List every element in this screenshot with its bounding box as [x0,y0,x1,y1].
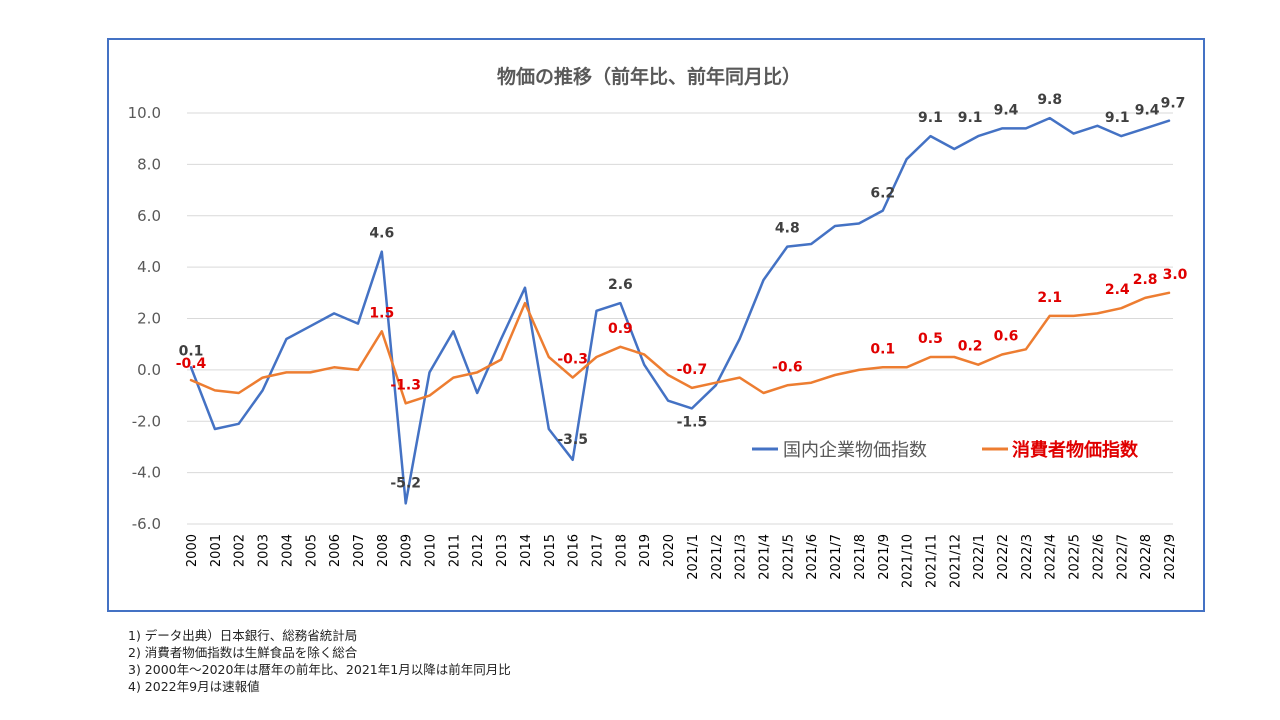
data-label: 9.1 [1105,110,1130,126]
data-label: -5.2 [390,475,421,491]
footnote-4: 4) 2022年9月は速報値 [128,679,260,694]
x-tick-label: 2007 [352,534,367,567]
data-label: -0.6 [772,359,803,375]
data-label: 0.1 [179,343,204,359]
data-label: 2.4 [1105,282,1130,298]
x-tick-label: 2018 [614,534,629,567]
x-tick-label: 2020 [662,534,677,567]
data-label: 1.5 [369,305,394,321]
data-label: -3.5 [557,432,588,448]
data-label: 9.1 [918,110,943,126]
data-label: 0.5 [918,331,943,347]
x-tick-label: 2021/1 [686,534,701,580]
data-label: 9.8 [1037,92,1062,108]
x-tick-label: 2021/9 [877,534,892,580]
y-tick-label: 8.0 [137,155,161,173]
x-tick-label: 2021/5 [781,534,796,580]
chart-title: 物価の推移（前年比、前年同月比） [497,65,801,88]
y-tick-label: -6.0 [132,515,161,533]
y-tick-label: 10.0 [128,104,161,122]
data-label: 0.2 [958,339,983,355]
y-tick-label: -2.0 [132,412,161,430]
x-tick-label: 2008 [376,534,391,567]
data-label: -1.5 [677,414,708,430]
x-tick-label: 2001 [209,534,224,567]
data-label: 0.1 [870,341,895,357]
x-tick-label: 2017 [591,534,606,567]
x-tick-label: 2006 [328,534,343,567]
x-tick-label: 2022/2 [996,534,1011,580]
y-tick-label: 2.0 [137,310,161,328]
x-tick-label: 2004 [280,534,295,567]
x-tick-label: 2013 [495,534,510,567]
footnote-1: 1) データ出典）日本銀行、総務省統計局 [128,628,358,643]
series-lines [189,116,1171,505]
x-tick-label: 2021/6 [805,534,820,580]
data-label: 0.6 [994,328,1019,344]
x-tick-label: 2022/5 [1068,534,1083,580]
x-tick-label: 2022/1 [972,534,987,580]
data-label: 4.8 [775,221,800,237]
x-tick-label: 2012 [471,534,486,567]
footnote-2: 2) 消費者物価指数は生鮮食品を除く総合 [128,645,358,660]
data-label: 6.2 [870,186,895,202]
x-tick-label: 2021/4 [757,534,772,580]
chart-svg: 物価の推移（前年比、前年同月比） 10.0 8.0 6.0 4.0 2.0 0.0 -2.0… [128,65,1188,588]
x-tick-label: 2014 [519,534,534,567]
x-tick-label: 2021/3 [734,534,749,580]
data-label: 2.1 [1037,290,1062,306]
data-label: 9.4 [1135,102,1160,118]
x-tick-label: 2000 [185,534,200,567]
y-tick-label: 4.0 [137,258,161,276]
data-label: 9.1 [958,110,983,126]
x-tick-label: 2015 [543,534,558,567]
x-tick-label: 2010 [424,534,439,567]
x-tick-label: 2022/6 [1091,534,1106,580]
data-label: -0.4 [176,356,207,372]
data-label: 9.4 [994,102,1019,118]
x-tick-label: 2022/9 [1163,534,1178,580]
x-tick-label: 2005 [304,534,319,567]
data-label: -0.7 [677,362,708,378]
grid-lines [187,112,1173,525]
data-label: -1.3 [390,377,421,393]
y-tick-label: -4.0 [132,464,161,482]
x-tick-label: 2022/7 [1115,534,1130,580]
x-tick-label: 2016 [567,534,582,567]
x-tick-label: 2021/10 [901,534,916,588]
data-label: 2.8 [1133,272,1158,288]
x-tick-label: 2009 [400,534,415,567]
x-tick-label: 2022/8 [1139,534,1154,580]
x-tick-label: 2019 [638,534,653,567]
legend-label: 消費者物価指数 [1012,439,1139,461]
y-tick-label: 0.0 [137,361,161,379]
data-label: 2.6 [608,277,633,293]
x-tick-label: 2021/11 [924,534,939,588]
legend-label: 国内企業物価指数 [783,440,927,461]
x-tick-label: 2011 [447,534,462,567]
data-label: 3.0 [1163,267,1188,283]
chart-frame: 物価の推移（前年比、前年同月比） 10.0 8.0 6.0 4.0 2.0 0.0 -2.0… [107,38,1205,612]
x-tick-label: 2022/4 [1044,534,1059,580]
x-tick-label: 2021/2 [710,534,725,580]
series-line-consumer [189,291,1171,405]
footnote-3: 3) 2000年～2020年は暦年の前年比、2021年1月以降は前年同月比 [128,662,511,677]
x-tick-label: 2002 [233,534,248,567]
y-tick-label: 6.0 [137,207,161,225]
x-tick-label: 2021/7 [829,534,844,580]
series-line-domestic-corporate [189,116,1171,505]
data-label: 9.7 [1161,96,1186,112]
x-tick-label: 2003 [257,534,272,567]
x-tick-label: 2021/12 [948,534,963,588]
x-tick-label: 2022/3 [1020,534,1035,580]
y-axis-ticks: 10.0 8.0 6.0 4.0 2.0 0.0 -2.0 -4.0 -6.0 [128,104,161,533]
x-axis-ticks: 2000 2001 2002 2003 2004 2005 2006 2007 2008 2009… [185,534,1178,588]
footnotes: 1) データ出典）日本銀行、総務省統計局 2) 消費者物価指数は生鮮食品を除く総… [128,627,511,695]
data-label: 4.6 [369,226,394,242]
data-label: -0.3 [557,352,588,368]
legend: 国内企業物価指数 消費者物価指数 [752,439,1139,461]
data-labels: 0.1 4.6 -5.2 -3.5 2.6 -1.5 4.8 6.2 9.1 9.1 9.4 9.8 9… [176,92,1188,491]
x-tick-label: 2021/8 [853,534,868,580]
data-label: 0.9 [608,321,633,337]
